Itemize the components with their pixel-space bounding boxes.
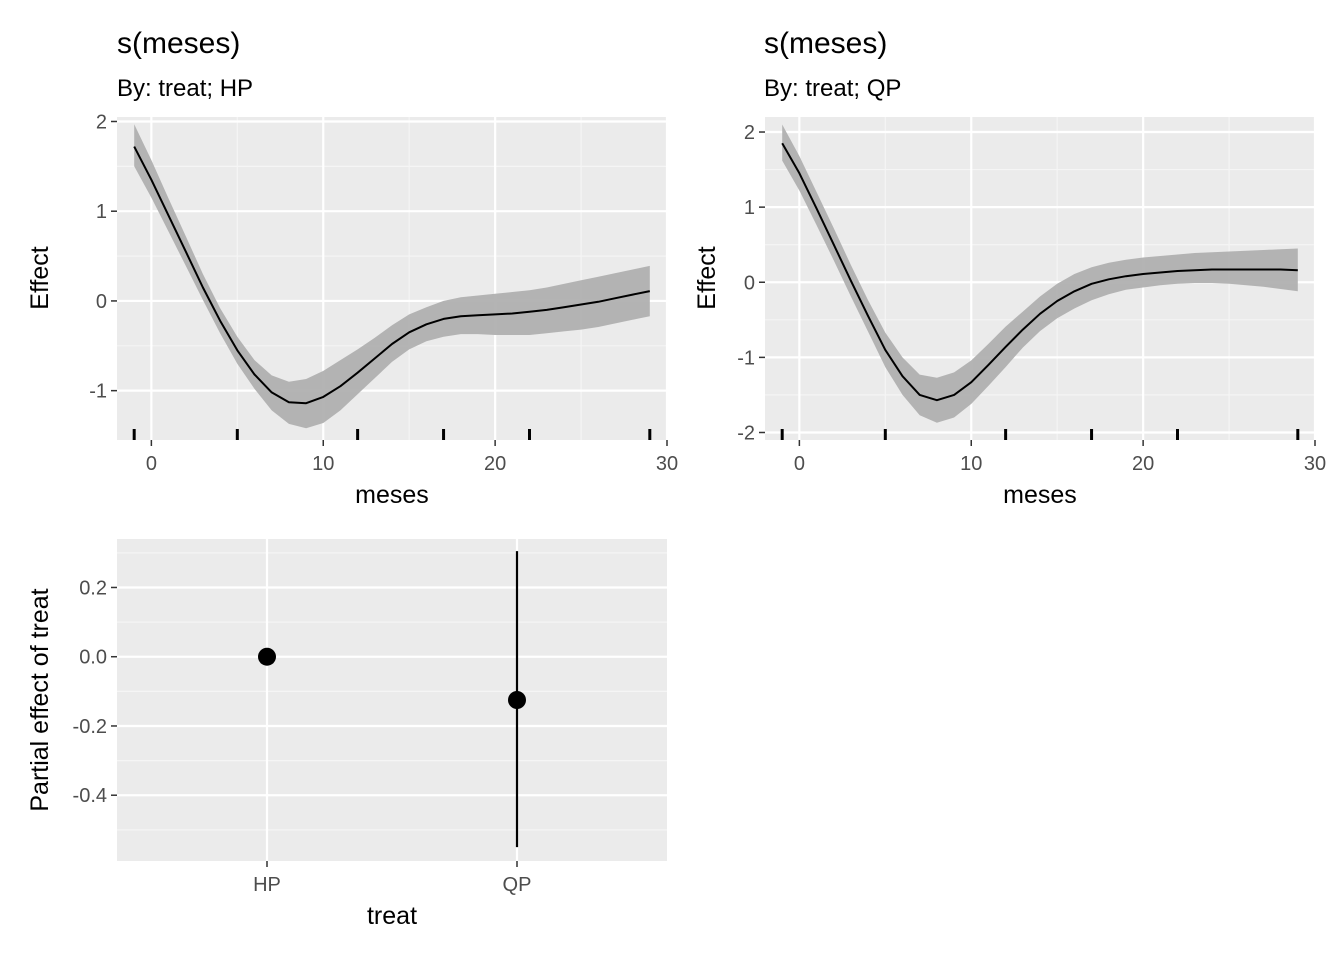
panel-treat-gridlines (117, 539, 667, 861)
panel-hp-x-tick-label: 30 (656, 453, 678, 475)
panel-parametric-treat: 0.2 0.0 -0.2 -0.4 HP QP treat Partial ef… (26, 539, 667, 930)
estimate-point (258, 647, 276, 666)
panel-qp-x-tick-label: 20 (1132, 453, 1154, 475)
panel-treat-y-axis: 0.2 0.0 -0.2 -0.4 (73, 577, 117, 807)
panel-qp-gridlines (765, 117, 1317, 440)
panel-qp-y-axis: 2 1 0 -1 -2 (737, 122, 765, 444)
panel-hp-x-tick-label: 0 (146, 453, 157, 475)
estimate-point (508, 691, 526, 709)
panel-treat-y-tick-label: 0.2 (79, 577, 107, 599)
panel-qp-x-tick-label: 30 (1304, 453, 1326, 475)
panel-qp-y-axis-title: Effect (693, 246, 721, 310)
panel-qp-confidence-band (782, 124, 1298, 423)
panel-treat-estimates (258, 551, 526, 848)
panel-hp-gridlines (117, 117, 669, 440)
panel-qp-effect-line (781, 142, 1298, 402)
confidence-band (782, 124, 1298, 423)
panel-treat-y-tick-label: -0.2 (73, 716, 107, 738)
panel-hp-y-tick-label: 2 (96, 111, 107, 133)
panel-treat-x-tick-label: HP (253, 874, 281, 896)
panel-treat-y-axis-title: Partial effect of treat (26, 588, 54, 811)
effect-line (781, 142, 1298, 402)
panel-smooth-qp: s(meses) By: treat; QP 2 1 0 -1 -2 0 10 … (693, 27, 1326, 509)
panel-hp-x-tick-label: 20 (484, 453, 506, 475)
panel-qp-title: s(meses) (764, 27, 887, 60)
panel-treat-plot-background (117, 539, 667, 861)
panel-hp-y-tick-label: 1 (96, 201, 107, 223)
panel-hp-y-axis: 2 1 0 -1 (89, 111, 117, 403)
panel-qp-y-tick-label: 1 (744, 197, 755, 219)
panel-qp-y-tick-label: 2 (744, 122, 755, 144)
panel-hp-rug (132, 429, 652, 440)
panel-hp-y-axis-title: Effect (26, 246, 54, 310)
panel-treat-x-tick-label: QP (503, 874, 532, 896)
panel-hp-plot-background (117, 117, 667, 440)
panel-hp-x-tick-label: 10 (312, 453, 334, 475)
panel-hp-title: s(meses) (117, 27, 240, 60)
panel-treat-y-tick-label: -0.4 (73, 785, 107, 807)
panel-treat-x-axis: HP QP (253, 861, 531, 896)
panel-hp-x-axis-title: meses (355, 481, 429, 509)
effect-line (133, 146, 650, 405)
panel-hp-y-tick-label: -1 (89, 381, 107, 403)
panel-qp-x-axis: 0 10 20 30 (794, 440, 1326, 475)
panel-treat-y-tick-label: 0.0 (79, 647, 107, 669)
panel-hp-effect-line (133, 146, 650, 405)
panel-hp-y-tick-label: 0 (96, 291, 107, 313)
panel-qp-x-axis-title: meses (1003, 481, 1077, 509)
panel-treat-x-axis-title: treat (367, 902, 417, 930)
panel-smooth-hp: s(meses) By: treat; HP 2 1 0 -1 0 10 20 … (26, 27, 678, 509)
panel-hp-subtitle: By: treat; HP (117, 75, 253, 102)
panel-qp-y-tick-label: -1 (737, 347, 755, 369)
panel-qp-x-tick-label: 10 (960, 453, 982, 475)
panel-qp-y-tick-label: 0 (744, 272, 755, 294)
panel-qp-x-tick-label: 0 (794, 453, 805, 475)
panel-hp-x-axis: 0 10 20 30 (146, 440, 678, 475)
panel-qp-y-tick-label: -2 (737, 422, 755, 444)
panel-qp-rug (780, 429, 1300, 440)
panel-qp-subtitle: By: treat; QP (764, 75, 901, 102)
